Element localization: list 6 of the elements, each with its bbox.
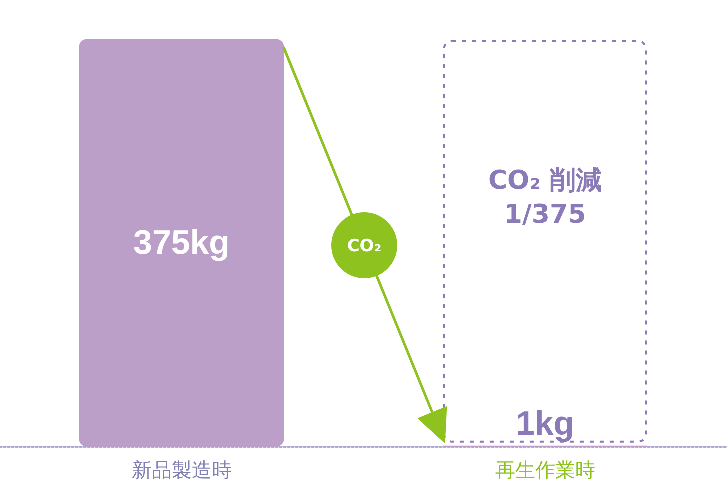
x-tick-label: 新品製造時 xyxy=(132,460,232,482)
data-label: 375kg xyxy=(134,224,230,262)
annotation: CO₂ 削減 1/375 xyxy=(487,165,604,232)
data-label: 1kg xyxy=(516,404,575,443)
annotation: CO₂ xyxy=(347,236,382,257)
x-tick-label: 再生作業時 xyxy=(495,460,596,482)
